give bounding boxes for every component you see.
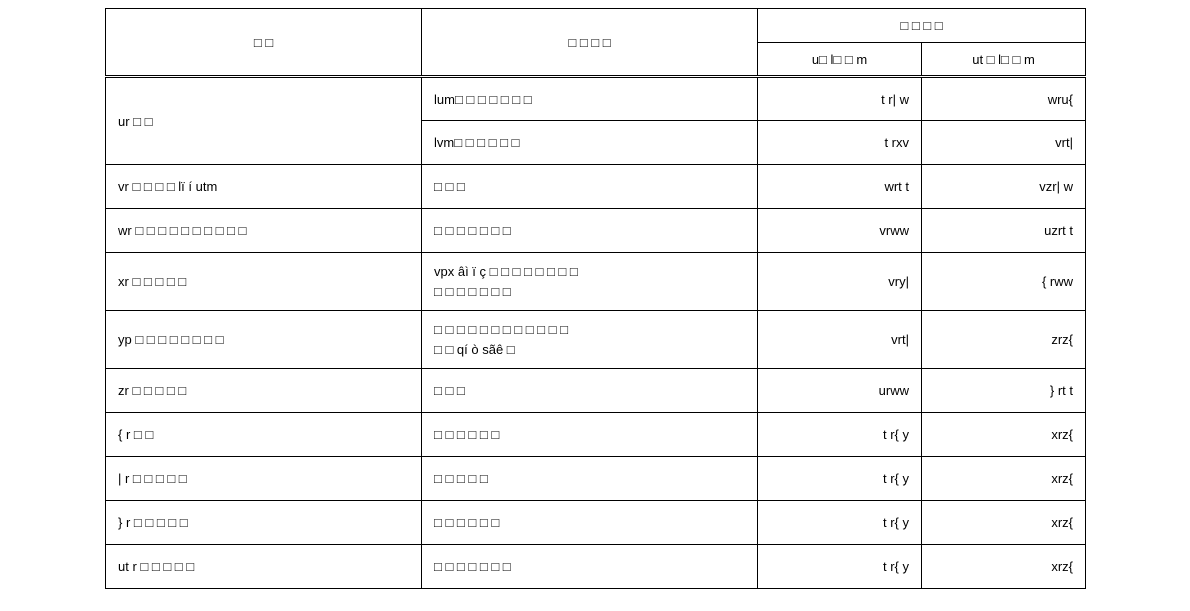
cell-col2: lum□ □ □ □ □ □ □ [422,77,758,121]
header-col2: □ □ □ □ [422,9,758,77]
cell-col4: xrz{ [922,457,1086,501]
cell-col4: vrt| [922,121,1086,165]
cell-col3: vry| [758,253,922,311]
table-row: } r □ □ □ □ □□ □ □ □ □ □t r{ yxrz{ [106,501,1086,545]
cell-col4: xrz{ [922,501,1086,545]
table-row: | r □ □ □ □ □□ □ □ □ □t r{ yxrz{ [106,457,1086,501]
table-row: ut r □ □ □ □ □□ □ □ □ □ □ □t r{ yxrz{ [106,545,1086,589]
cell-col3: t rxv [758,121,922,165]
cell-col3: t r{ y [758,413,922,457]
cell-col4: } rt t [922,369,1086,413]
cell-col1: ut r □ □ □ □ □ [106,545,422,589]
header-col1: □ □ [106,9,422,77]
cell-col1: | r □ □ □ □ □ [106,457,422,501]
cell-col1: } r □ □ □ □ □ [106,501,422,545]
cell-col3: t r{ y [758,501,922,545]
cell-col3: urww [758,369,922,413]
table-row: ur □ □lum□ □ □ □ □ □ □t r| wwru{ [106,77,1086,121]
cell-col1: ur □ □ [106,77,422,165]
cell-col4: vzr| w [922,165,1086,209]
cell-col2: lvm□ □ □ □ □ □ [422,121,758,165]
table-row: xr □ □ □ □ □vpx âì ï ç □ □ □ □ □ □ □ □□ … [106,253,1086,311]
cell-col2: □ □ □ [422,369,758,413]
cell-col2: □ □ □ [422,165,758,209]
cell-col3: t r{ y [758,457,922,501]
cell-col3: vrt| [758,311,922,369]
table-row: wr □ □ □ □ □ □ □ □ □ □□ □ □ □ □ □ □vrwwu… [106,209,1086,253]
cell-col1: vr □ □ □ □ lï í utm [106,165,422,209]
cell-col1: yp □ □ □ □ □ □ □ □ [106,311,422,369]
cell-col2: □ □ □ □ □ □ □ □ □ □ □ □□ □ qí ò sãê □ [422,311,758,369]
table-row: vr □ □ □ □ lï í utm□ □ □wrt tvzr| w [106,165,1086,209]
header-group-col34: □ □ □ □ [758,9,1086,43]
cell-col1: xr □ □ □ □ □ [106,253,422,311]
table-row: { r □ □□ □ □ □ □ □t r{ yxrz{ [106,413,1086,457]
cell-col3: t r{ y [758,545,922,589]
cell-col4: xrz{ [922,413,1086,457]
cell-col2: □ □ □ □ □ □ □ [422,545,758,589]
header-col3: u□ l□ □ m [758,43,922,77]
cell-col4: uzrt t [922,209,1086,253]
cell-col3: wrt t [758,165,922,209]
cell-col2: □ □ □ □ □ □ [422,501,758,545]
cell-col4: zrz{ [922,311,1086,369]
cell-col1: wr □ □ □ □ □ □ □ □ □ □ [106,209,422,253]
cell-col2: □ □ □ □ □ [422,457,758,501]
cell-col4: wru{ [922,77,1086,121]
header-col4: ut □ l□ □ m [922,43,1086,77]
cell-col2: □ □ □ □ □ □ [422,413,758,457]
cell-col2: □ □ □ □ □ □ □ [422,209,758,253]
cell-col2: vpx âì ï ç □ □ □ □ □ □ □ □□ □ □ □ □ □ □ [422,253,758,311]
table-body: ur □ □lum□ □ □ □ □ □ □t r| wwru{lvm□ □ □… [106,77,1086,589]
table-container: □ □ □ □ □ □ □ □ □ □ u□ l□ □ m ut □ l□ □ … [105,0,1085,611]
cell-col3: t r| w [758,77,922,121]
cell-col1: { r □ □ [106,413,422,457]
table-row: yp □ □ □ □ □ □ □ □□ □ □ □ □ □ □ □ □ □ □ … [106,311,1086,369]
cell-col1: zr □ □ □ □ □ [106,369,422,413]
cell-col4: xrz{ [922,545,1086,589]
cell-col4: { rww [922,253,1086,311]
table-row: zr □ □ □ □ □□ □ □urww} rt t [106,369,1086,413]
cell-col3: vrww [758,209,922,253]
data-table: □ □ □ □ □ □ □ □ □ □ u□ l□ □ m ut □ l□ □ … [105,8,1086,589]
